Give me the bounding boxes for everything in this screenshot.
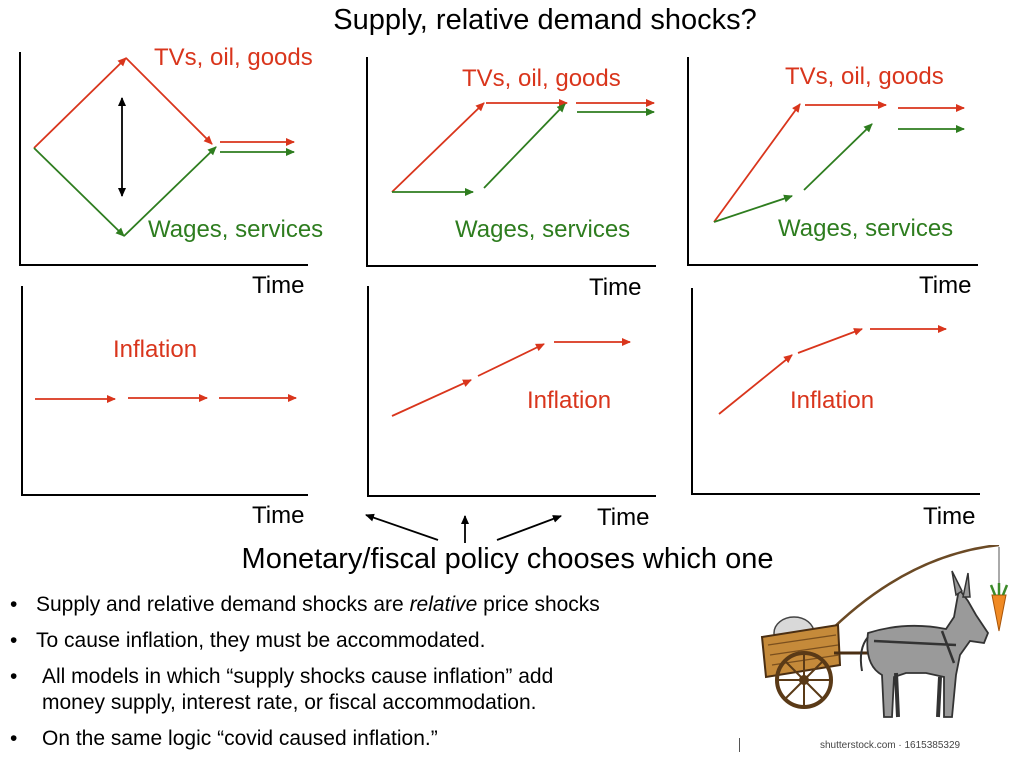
carrot-icon xyxy=(989,583,1009,632)
time-label: Time xyxy=(923,503,975,530)
panel-bottom-middle: Inflation Time xyxy=(367,286,656,531)
donkey-carrot-illustration xyxy=(760,545,1009,718)
stick xyxy=(825,545,1000,636)
bullet-marker: • xyxy=(10,665,18,688)
panel-top-left: TVs, oil, goods Wages, services Time xyxy=(19,44,323,299)
inflation-label: Inflation xyxy=(790,387,874,414)
bullet-marker: • xyxy=(10,629,18,652)
wages-label: Wages, services xyxy=(778,215,953,242)
policy-caption: Monetary/fiscal policy chooses which one xyxy=(241,543,774,575)
panel-top-right: TVs, oil, goods Wages, services Time xyxy=(687,57,978,299)
goods-label: TVs, oil, goods xyxy=(462,65,621,92)
wages-arrow xyxy=(713,194,793,223)
inflation-arrow xyxy=(477,343,545,377)
inflation-arrow xyxy=(391,379,472,417)
wages-arrow xyxy=(123,146,217,237)
bullet-text: All models in which “supply shocks cause… xyxy=(42,665,554,688)
goods-arrow xyxy=(713,103,801,223)
bullet-item: • To cause inflation, they must be accom… xyxy=(10,628,750,654)
bullet-text: On the same logic “covid caused inflatio… xyxy=(42,727,438,750)
axis xyxy=(366,57,656,267)
panel-top-middle: TVs, oil, goods Wages, services Time xyxy=(366,57,656,301)
policy-pointers xyxy=(365,513,562,543)
goods-label: TVs, oil, goods xyxy=(154,44,313,71)
axis xyxy=(19,52,308,266)
wages-arrow xyxy=(803,123,873,191)
axis xyxy=(21,286,308,496)
slide-title: Supply, relative demand shocks? xyxy=(333,4,757,36)
cart-icon xyxy=(760,623,896,709)
bullet-item: • All models in which “supply shocks cau… xyxy=(10,664,750,716)
time-label: Time xyxy=(919,272,971,299)
goods-arrow xyxy=(33,57,127,149)
goods-arrow xyxy=(125,57,213,145)
wages-arrow xyxy=(483,103,566,189)
bullet-text: Supply and relative demand shocks are xyxy=(36,593,410,616)
bullet-text: money supply, interest rate, or fiscal a… xyxy=(42,691,537,714)
inflation-label: Inflation xyxy=(113,336,197,363)
bullet-marker: • xyxy=(10,593,18,616)
bullet-text: To cause inflation, they must be accommo… xyxy=(36,629,486,652)
time-label: Time xyxy=(252,272,304,299)
inflation-arrow xyxy=(718,354,793,415)
pointer-arrow-right xyxy=(496,515,562,541)
pointer-arrow-left xyxy=(365,513,439,541)
panel-bottom-left: Inflation Time xyxy=(21,286,308,529)
bullet-marker: • xyxy=(10,727,18,750)
bullet-list: • Supply and relative demand shocks are … xyxy=(10,592,750,762)
bullet-emphasis: relative xyxy=(409,593,478,616)
bullet-item: • Supply and relative demand shocks are … xyxy=(10,592,750,618)
stock-watermark: shutterstock.com · 1615385329 xyxy=(820,740,961,751)
divider xyxy=(739,738,740,752)
time-label: Time xyxy=(252,502,304,529)
axis xyxy=(687,57,978,266)
goods-label: TVs, oil, goods xyxy=(785,63,944,90)
wages-arrow xyxy=(33,147,125,237)
bullet-item: • On the same logic “covid caused inflat… xyxy=(10,726,750,752)
axis xyxy=(691,288,980,495)
shock-diagram: TVs, oil, goods Wages, services Time TVs… xyxy=(19,44,980,543)
time-label: Time xyxy=(589,274,641,301)
time-label: Time xyxy=(597,504,649,531)
wages-label: Wages, services xyxy=(148,216,323,243)
axis xyxy=(367,286,656,497)
donkey-icon xyxy=(859,570,990,718)
wages-label: Wages, services xyxy=(455,216,630,243)
inflation-arrow xyxy=(797,328,863,354)
inflation-label: Inflation xyxy=(527,387,611,414)
goods-arrow xyxy=(391,102,485,193)
panel-bottom-right: Inflation Time xyxy=(691,288,980,530)
bullet-text: price shocks xyxy=(477,593,600,616)
